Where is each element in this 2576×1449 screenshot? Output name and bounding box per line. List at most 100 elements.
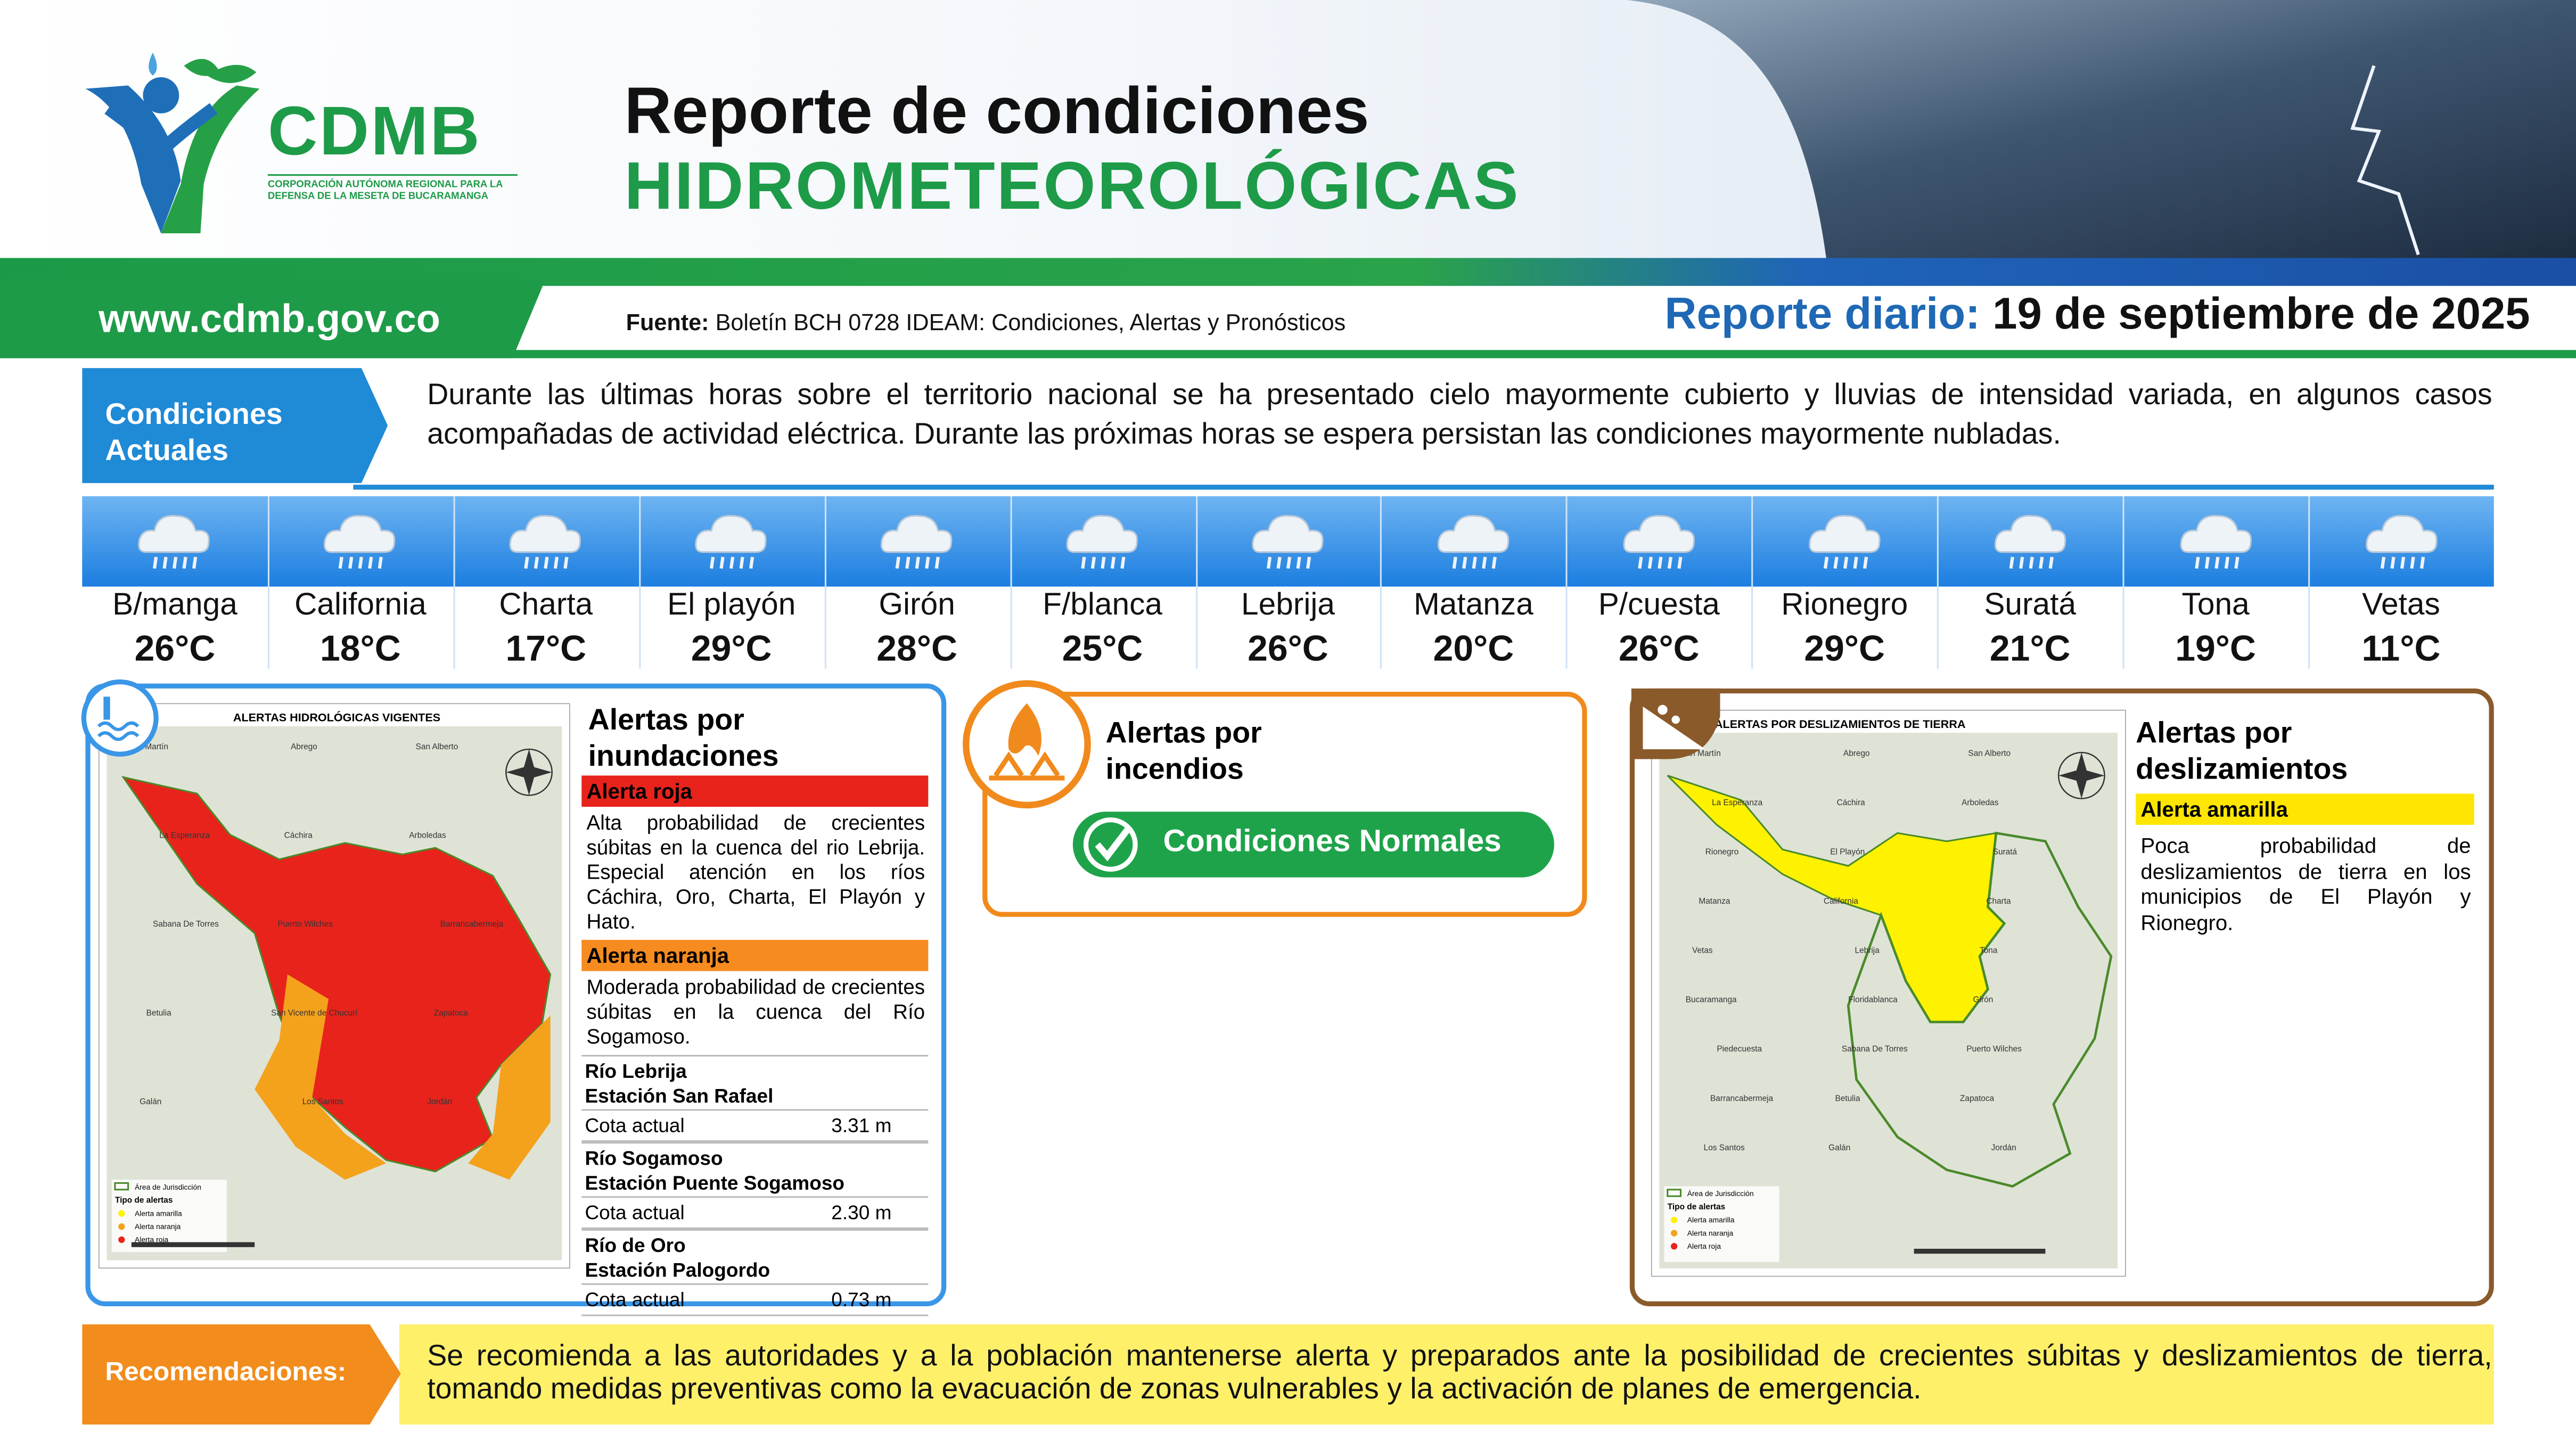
city-name: F/blanca [1043,588,1162,623]
legend-label: Alerta roja [1687,1242,1721,1250]
legend-swatch [1670,1243,1678,1250]
rain-drop [183,556,188,569]
map-place: La Esperanza [159,831,210,840]
legend-swatch [1670,1230,1678,1237]
rain-drop [729,556,735,569]
forecast-divider [1010,496,1012,669]
alert-level: Alerta naranja [581,939,929,971]
forecast-divider [1195,496,1197,669]
city-name: P/cuesta [1598,588,1720,623]
rain-drop [2038,556,2044,569]
city-name: Suratá [1984,588,2077,623]
rain-cloud-icon [881,515,953,569]
city-name: Matanza [1413,588,1533,623]
station-river: Río Sogamoso [581,1142,929,1172]
legend-label: Alerta amarilla [1687,1216,1735,1224]
rain-drop [193,556,198,569]
map-place: Galán [140,1097,161,1106]
legend-swatch [118,1223,125,1230]
recommendations-label: Recomendaciones: [105,1358,347,1387]
forecast-divider [1937,496,1939,669]
rain-drop [1843,556,1848,569]
map-place: Barrancabermeja [440,920,504,929]
landslide-title: Alertas por deslizamientos [2136,716,2348,785]
rain-drop [925,556,930,569]
city-name: California [294,588,426,623]
city-temp: 26°C [1248,627,1328,669]
rain-cloud-icon [1066,515,1138,569]
map-place: Jordán [427,1097,452,1106]
map-place: Bucaramanga [1686,995,1737,1004]
legend-label: Alerta roja [135,1235,169,1244]
rain-drop [710,556,715,569]
rain-drop [153,556,159,569]
report-date-line: Reporte diario: 19 de septiembre de 2025 [1664,289,2530,340]
rain-drop [2419,556,2424,569]
alert-text: Moderada probabilidad de crecientes súbi… [586,976,925,1049]
forecast-divider [2122,496,2124,669]
station-river: Río de Oro [581,1229,929,1259]
map-place: Sabana De Torres [153,920,219,929]
map-place: La Esperanza [1712,798,1763,807]
rain-drop [915,556,921,569]
fire-status: Condiciones Normales [1163,824,1502,859]
map-place: Zapatoca [434,1009,469,1018]
cloud [1252,515,1324,553]
recommendations-band [399,1324,2494,1425]
map-place: Barrancabermeja [1710,1094,1774,1103]
rain-cloud-icon [1437,515,1509,569]
logo-subtitle-line: DEFENSA DE LA MESETA DE BUCARAMANGA [267,192,489,202]
rain-cloud-icon [1808,515,1880,569]
rain-drop [1462,556,1467,569]
rain-drop [1111,556,1116,569]
map-place: Betulia [1835,1094,1861,1103]
rain-cloud-icon [695,515,767,569]
recommendations-text: Se recomienda a las autoridades y a la p… [427,1339,2492,1405]
city-temp: 17°C [505,627,587,669]
landslide-map: ALERTAS POR DESLIZAMIENTOS DE TIERRA San … [1651,709,2126,1277]
map-place: Floridablanca [1848,995,1898,1004]
rain-cloud-icon [1252,515,1324,569]
city-temp: 28°C [876,627,957,669]
map-place: Rionegro [1705,847,1739,856]
map-place: Suratá [1993,847,2017,856]
station-name: Estación San Rafael [581,1084,929,1111]
website: www.cdmb.gov.co [99,297,441,342]
fire-icon [963,680,1091,809]
header-background [0,0,2576,358]
station-label: Cota actual [585,1114,685,1137]
map-place: Galán [1828,1143,1850,1152]
map-place: El Playón [1830,847,1865,856]
station-row: Cota actual 2.30 m [581,1198,929,1229]
cloud [1066,515,1138,553]
rain-drop [1286,556,1292,569]
station-value: 3.31 m [831,1114,892,1137]
rain-drop [1276,556,1282,569]
city-temp: 25°C [1062,627,1143,669]
forecast-divider [267,496,269,669]
map-place: Betulia [146,1009,172,1018]
rain-drop [1452,556,1457,569]
conditions-rule [353,485,2494,490]
title-line1: Reporte de condiciones [624,75,1369,148]
map-place: Tona [1980,946,1998,955]
map-place: Puerto Wilches [1966,1045,2022,1054]
station: Río de Oro Estación Palogordo Cota actual 0… [581,1229,929,1316]
recommendations-tag [82,1324,401,1425]
rain-cloud-icon [1993,515,2066,569]
city-name: B/manga [112,588,237,623]
legend-label: Alerta amarilla [135,1209,182,1217]
cloud [1622,515,1695,553]
rain-drop [2008,556,2014,569]
station-name: Estación Palogordo [581,1258,929,1285]
logo-name: CDMB [267,92,482,169]
cloud [1993,515,2066,553]
legend-label: Alerta naranja [135,1222,181,1231]
rain-cloud-icon [1622,515,1695,569]
city-temp: 29°C [1804,627,1885,669]
conditions-text: Durante las últimas horas sobre el terri… [427,378,2492,451]
rain-drop [2214,556,2219,569]
rain-drop [1823,556,1828,569]
forecast-divider [453,496,455,669]
alert-text: Alta probabilidad de crecientes súbitas … [586,812,925,934]
